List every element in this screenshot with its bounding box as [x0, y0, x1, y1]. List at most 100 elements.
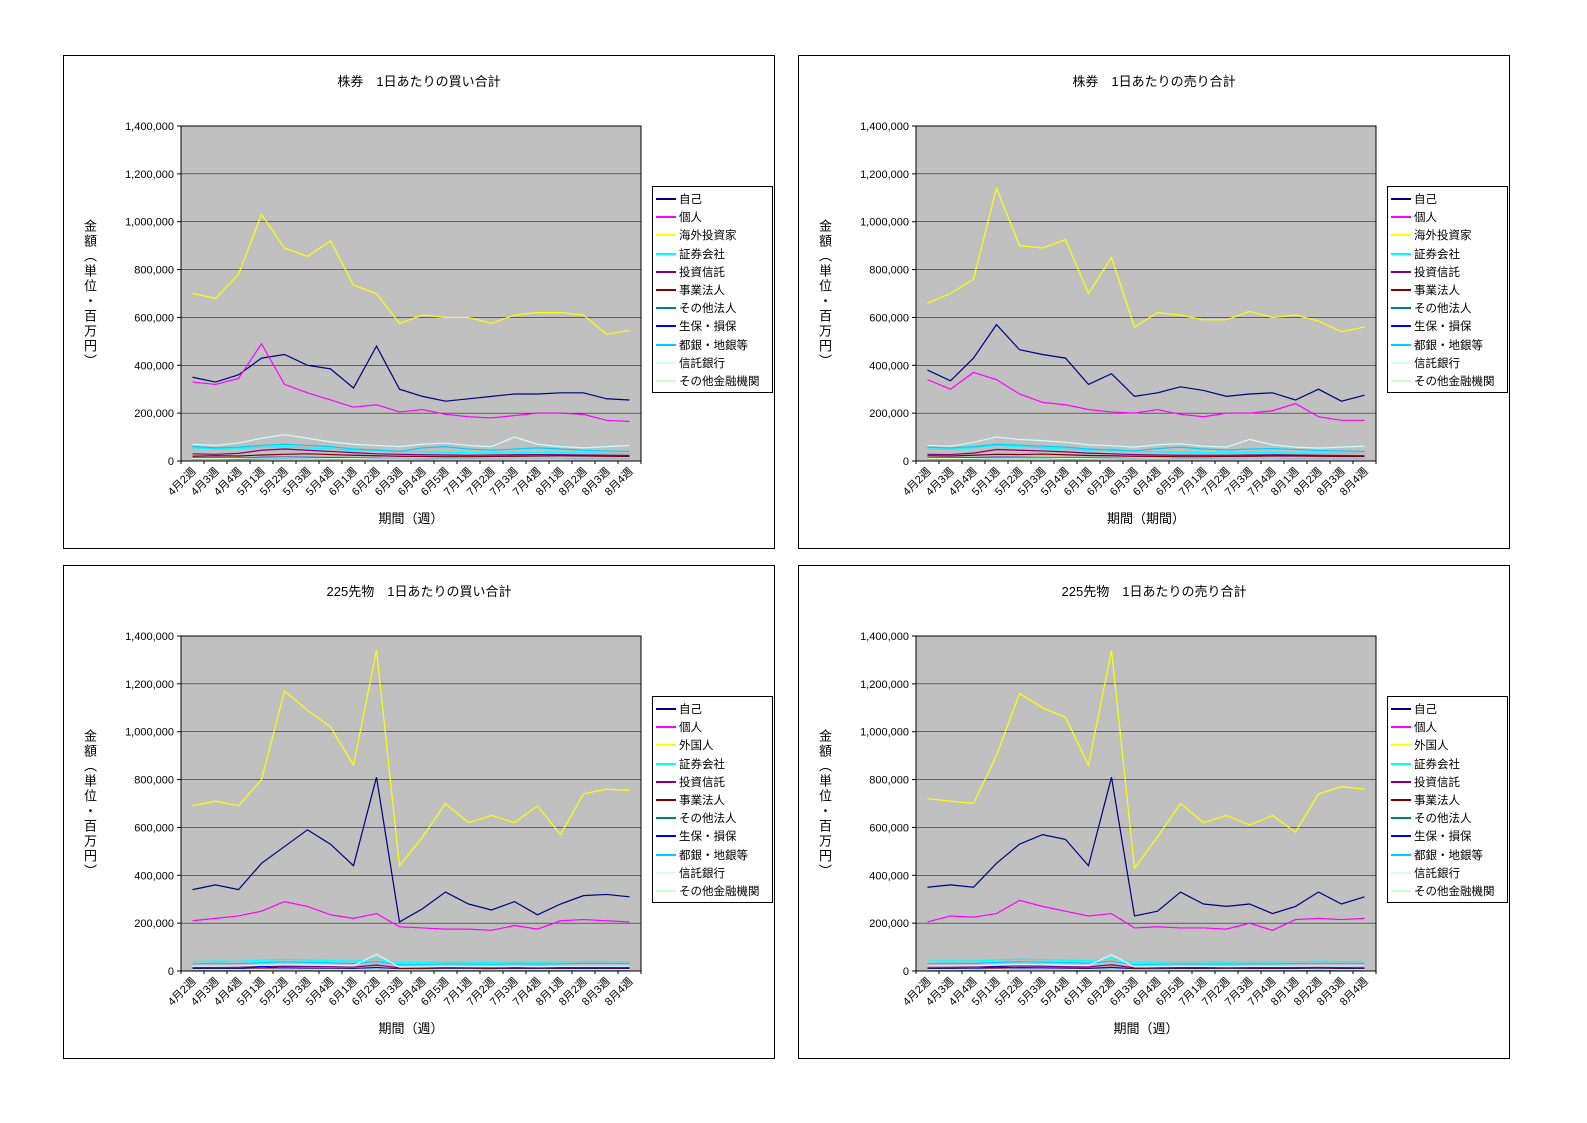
legend-item-1[interactable]: 個人	[656, 208, 770, 226]
series-line-0	[192, 344, 630, 402]
legend-label: その他金融機関	[679, 885, 760, 898]
legend-item-6[interactable]: その他法人	[656, 809, 770, 827]
legend-item-6[interactable]: その他法人	[1391, 299, 1505, 317]
legend-item-0[interactable]: 自己	[656, 190, 770, 208]
legend-line-sample	[656, 744, 676, 747]
y-tick-label: 600,000	[869, 822, 909, 834]
legend-label: その他金融機関	[1414, 885, 1495, 898]
legend-label: 個人	[1414, 212, 1437, 225]
y-tick-label: 1,200,000	[125, 679, 174, 691]
legend-line-sample	[1391, 361, 1411, 364]
legend-line-sample	[656, 379, 676, 382]
x-axis-title: 期間（週）	[378, 511, 444, 526]
series-line-4	[927, 448, 1365, 457]
legend-item-5[interactable]: 事業法人	[656, 791, 770, 809]
chart-title: 225先物 1日あたりの買い合計	[326, 584, 512, 599]
legend-item-0[interactable]: 自己	[1391, 190, 1505, 208]
legend-item-2[interactable]: 海外投資家	[656, 226, 770, 244]
legend-item-10[interactable]: その他金融機関	[656, 372, 770, 390]
legend-item-8[interactable]: 都銀・地銀等	[656, 846, 770, 864]
legend-label: 生保・損保	[1414, 831, 1472, 844]
legend-item-8[interactable]: 都銀・地銀等	[1391, 336, 1505, 354]
y-tick-label: 0	[168, 966, 174, 978]
legend-item-5[interactable]: 事業法人	[1391, 281, 1505, 299]
legend-label: 信託銀行	[679, 357, 725, 370]
chart-title: 225先物 1日あたりの売り合計	[1061, 584, 1247, 599]
legend-item-5[interactable]: 事業法人	[1391, 791, 1505, 809]
legend-item-7[interactable]: 生保・損保	[1391, 317, 1505, 335]
legend-item-4[interactable]: 投資信託	[1391, 773, 1505, 791]
legend-label: 投資信託	[679, 776, 725, 789]
series-line-9	[192, 953, 630, 968]
legend-item-9[interactable]: 信託銀行	[1391, 354, 1505, 372]
legend-item-1[interactable]: 個人	[656, 718, 770, 736]
legend-line-sample	[1391, 270, 1411, 273]
legend-item-9[interactable]: 信託銀行	[656, 864, 770, 882]
series-line-2	[192, 650, 630, 868]
legend-item-8[interactable]: 都銀・地銀等	[656, 336, 770, 354]
y-tick-label: 200,000	[869, 918, 909, 930]
legend-item-0[interactable]: 自己	[1391, 700, 1505, 718]
y-tick-label: 400,000	[134, 870, 174, 882]
legend-item-5[interactable]: 事業法人	[656, 281, 770, 299]
legend-label: その他法人	[679, 303, 737, 316]
x-axis-title: 期間（週）	[378, 1021, 444, 1036]
legend-item-6[interactable]: その他法人	[656, 299, 770, 317]
legend-item-2[interactable]: 外国人	[656, 736, 770, 754]
legend-line-sample	[656, 361, 676, 364]
y-tick-label: 1,200,000	[860, 169, 909, 181]
legend-item-4[interactable]: 投資信託	[1391, 263, 1505, 281]
legend-label: 投資信託	[679, 266, 725, 279]
legend-item-2[interactable]: 海外投資家	[1391, 226, 1505, 244]
chart-title: 株券 1日あたりの買い合計	[337, 74, 501, 89]
legend-item-10[interactable]: その他金融機関	[1391, 882, 1505, 900]
legend-item-7[interactable]: 生保・損保	[656, 827, 770, 845]
legend-line-sample	[656, 343, 676, 346]
legend-label: 個人	[679, 722, 702, 735]
legend-label: 外国人	[679, 740, 714, 753]
legend-item-2[interactable]: 外国人	[1391, 736, 1505, 754]
legend-line-sample	[1391, 780, 1411, 783]
legend-line-sample	[656, 799, 676, 802]
legend-item-7[interactable]: 生保・損保	[656, 317, 770, 335]
legend-line-sample	[656, 307, 676, 310]
legend-line-sample	[1391, 744, 1411, 747]
y-tick-label: 1,000,000	[860, 727, 909, 739]
legend-item-10[interactable]: その他金融機関	[1391, 372, 1505, 390]
series-line-0	[927, 323, 1365, 402]
legend-line-sample	[656, 198, 676, 201]
legend-item-0[interactable]: 自己	[656, 700, 770, 718]
legend-item-1[interactable]: 個人	[1391, 718, 1505, 736]
plot-background	[180, 125, 642, 462]
legend-label: 都銀・地銀等	[1414, 339, 1483, 352]
legend-item-6[interactable]: その他法人	[1391, 809, 1505, 827]
legend-line-sample	[1391, 835, 1411, 838]
legend-item-1[interactable]: 個人	[1391, 208, 1505, 226]
legend-item-9[interactable]: 信託銀行	[1391, 864, 1505, 882]
legend-label: 都銀・地銀等	[679, 849, 748, 862]
y-tick-label: 400,000	[134, 360, 174, 372]
legend-label: 事業法人	[679, 795, 725, 808]
legend-label: 事業法人	[679, 285, 725, 298]
legend-item-3[interactable]: 証券会社	[1391, 755, 1505, 773]
legend-item-7[interactable]: 生保・損保	[1391, 827, 1505, 845]
legend-line-sample	[656, 835, 676, 838]
legend-item-10[interactable]: その他金融機関	[656, 882, 770, 900]
legend: 自己個人 外国人 証券会社 投資信託 事業法人 その他法人生保・損保都銀・地銀等信託銀行そ…	[1387, 696, 1508, 904]
series-line-0	[192, 777, 630, 923]
legend-item-4[interactable]: 投資信託	[656, 773, 770, 791]
legend-item-4[interactable]: 投資信託	[656, 263, 770, 281]
y-tick-label: 800,000	[869, 265, 909, 277]
legend-label: 都銀・地銀等	[1414, 849, 1483, 862]
legend-item-3[interactable]: 証券会社	[1391, 245, 1505, 263]
plot-area: 0 200,000 400,000 600,000 800,000 1,000,000 1,…	[125, 631, 642, 1008]
legend-item-8[interactable]: 都銀・地銀等	[1391, 846, 1505, 864]
legend-item-3[interactable]: 証券会社	[656, 245, 770, 263]
plot-area: 0 200,000 400,000 600,000 800,000 1,000,000 1,…	[860, 631, 1377, 1008]
legend-label: 証券会社	[679, 758, 725, 771]
legend-label: 個人	[1414, 722, 1437, 735]
legend-item-9[interactable]: 信託銀行	[656, 354, 770, 372]
legend-label: 事業法人	[1414, 285, 1460, 298]
legend-item-3[interactable]: 証券会社	[656, 755, 770, 773]
series-line-8	[927, 443, 1365, 453]
